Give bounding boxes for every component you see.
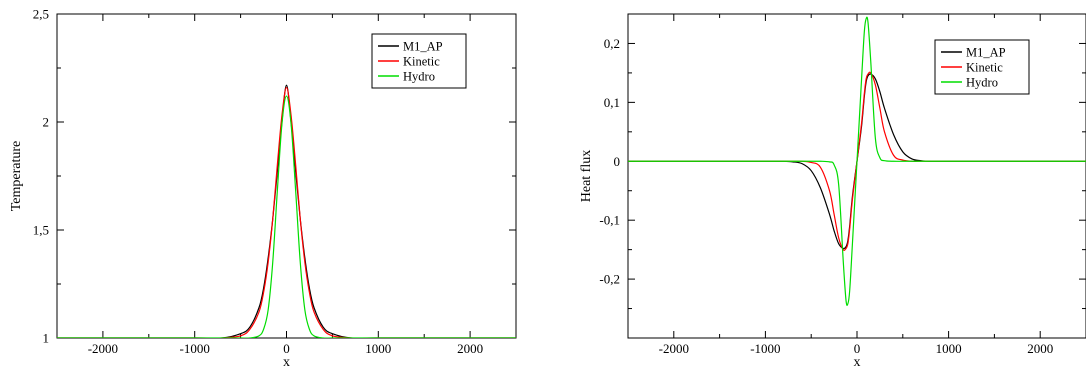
y-tick-label: 1 (43, 331, 50, 346)
temperature-chart: -2000 -1000 0 1000 2000 1 1,5 2 2,5 x Temperature M… (9, 7, 517, 369)
x-tick-label: 2000 (1027, 341, 1053, 356)
legend-entry: Kinetic (966, 61, 1003, 75)
series-line-kinetic (57, 86, 516, 338)
series-line-hydro (57, 95, 516, 338)
x-axis-label: x (283, 355, 290, 369)
y-tick-label: 2,5 (33, 7, 49, 22)
x-tick-label: 1000 (936, 341, 962, 356)
legend-entry: Kinetic (403, 55, 440, 69)
heat-flux-chart: -2000 -1000 0 1000 2000 -0,2 -0,1 0 0,1 0,2 x Heat … (579, 13, 1086, 369)
data-area (628, 16, 1086, 306)
y-tick-label: 0 (614, 154, 621, 169)
y-tick-label: 0,1 (604, 95, 620, 110)
y-tick-label: -0,2 (599, 272, 620, 287)
legend-entry: Hydro (966, 76, 998, 90)
x-tick-label: 0 (283, 341, 290, 356)
legend-entry: M1_AP (403, 40, 443, 54)
y-tick-label: 0,2 (604, 36, 620, 51)
legend-entry: Hydro (403, 70, 435, 84)
y-tick-label: 1,5 (33, 223, 49, 238)
y-tick-label: -0,1 (599, 213, 620, 228)
legend-entry: M1_AP (966, 46, 1006, 60)
x-tick-label: 1000 (365, 341, 391, 356)
x-tick-label: 2000 (457, 341, 483, 356)
x-tick-label: -1000 (750, 341, 780, 356)
y-axis-label: Heat flux (579, 150, 594, 202)
y-tick-label: 2 (43, 115, 50, 130)
series-line-hydro (628, 16, 1086, 306)
x-tick-label: -2000 (659, 341, 689, 356)
y-axis-label: Temperature (9, 141, 24, 212)
x-tick-label: -2000 (88, 341, 118, 356)
x-tick-label: 0 (854, 341, 861, 356)
series-line-m1-ap (57, 84, 516, 338)
data-area (57, 84, 516, 338)
x-tick-label: -1000 (180, 341, 210, 356)
x-axis-label: x (854, 355, 861, 369)
